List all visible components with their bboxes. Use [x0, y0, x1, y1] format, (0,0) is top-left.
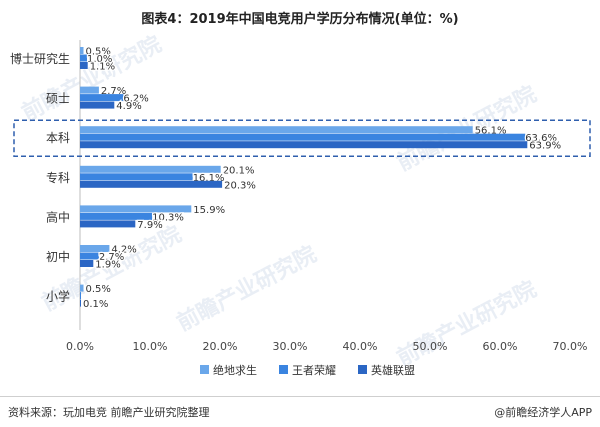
- data-label: 0.5%: [86, 47, 111, 58]
- category-label: 初中: [46, 249, 70, 264]
- footer-divider: [0, 396, 600, 397]
- chart-title: 图表4：2019年中国电竞用户学历分布情况(单位：%): [141, 12, 459, 27]
- bar: [80, 292, 81, 300]
- watermark: 前瞻产业研究院: [393, 276, 541, 371]
- x-tick-label: 60.0%: [483, 340, 518, 353]
- data-label: 2.7%: [99, 252, 124, 263]
- category-label: 专科: [46, 170, 70, 185]
- category-label: 硕士: [46, 92, 70, 106]
- x-tick-label: 30.0%: [273, 340, 308, 353]
- bar: [80, 126, 473, 134]
- legend-label: 英雄联盟: [371, 363, 415, 377]
- bar: [80, 220, 136, 228]
- bar: [80, 245, 110, 252]
- bar: [80, 86, 99, 94]
- data-label: 63.6%: [525, 133, 557, 144]
- data-label: 0.5%: [86, 284, 111, 295]
- category-label: 本科: [46, 131, 70, 145]
- x-tick-label: 20.0%: [203, 340, 238, 353]
- bar: [80, 133, 526, 141]
- watermark: 前瞻产业研究院: [173, 241, 321, 336]
- highlight-box: [13, 119, 591, 157]
- bar: [80, 299, 81, 307]
- x-tick-label: 50.0%: [413, 340, 448, 353]
- bar: [80, 101, 115, 109]
- legend-swatch: [279, 365, 288, 374]
- watermark: 前瞻产业研究院: [18, 31, 166, 126]
- bar: [80, 260, 94, 267]
- bar: [80, 54, 87, 62]
- legend-swatch: [200, 365, 209, 374]
- category-label: 高中: [46, 209, 70, 224]
- bar: [80, 284, 84, 292]
- data-label: 4.2%: [111, 245, 136, 256]
- x-tick-label: 0.0%: [66, 340, 94, 353]
- x-tick-label: 70.0%: [553, 340, 588, 353]
- data-label: 1.9%: [95, 260, 120, 271]
- legend-swatch: [358, 365, 367, 374]
- bar: [80, 165, 221, 173]
- data-label: 1.0%: [87, 54, 112, 65]
- data-label: 4.9%: [116, 101, 141, 112]
- data-label: 7.9%: [137, 220, 162, 231]
- x-tick-label: 10.0%: [133, 340, 168, 353]
- data-label: 1.1%: [90, 62, 115, 73]
- data-label: 6.2%: [123, 94, 148, 105]
- bar: [80, 173, 193, 181]
- bar: [80, 62, 88, 69]
- data-label: 20.3%: [224, 180, 256, 191]
- brand-credit: @前瞻经济学人APP: [494, 406, 592, 419]
- bar: [80, 205, 192, 213]
- legend-label: 绝地求生: [213, 363, 257, 377]
- data-label: 0.1%: [83, 299, 108, 310]
- data-label: 10.3%: [152, 212, 184, 223]
- data-label: 15.9%: [193, 205, 225, 216]
- bar: [80, 180, 223, 188]
- bar: [80, 141, 528, 149]
- bar: [80, 252, 99, 260]
- bar: [80, 212, 153, 220]
- bar: [80, 47, 84, 54]
- data-label: 20.1%: [223, 165, 255, 176]
- legend-label: 王者荣耀: [292, 364, 336, 377]
- category-label: 小学: [46, 289, 70, 304]
- source-note: 资料来源：玩加电竞 前瞻产业研究院整理: [8, 406, 210, 419]
- x-tick-label: 40.0%: [343, 340, 378, 353]
- data-label: 63.9%: [529, 141, 561, 152]
- category-label: 博士研究生: [10, 51, 70, 66]
- bar: [80, 94, 124, 102]
